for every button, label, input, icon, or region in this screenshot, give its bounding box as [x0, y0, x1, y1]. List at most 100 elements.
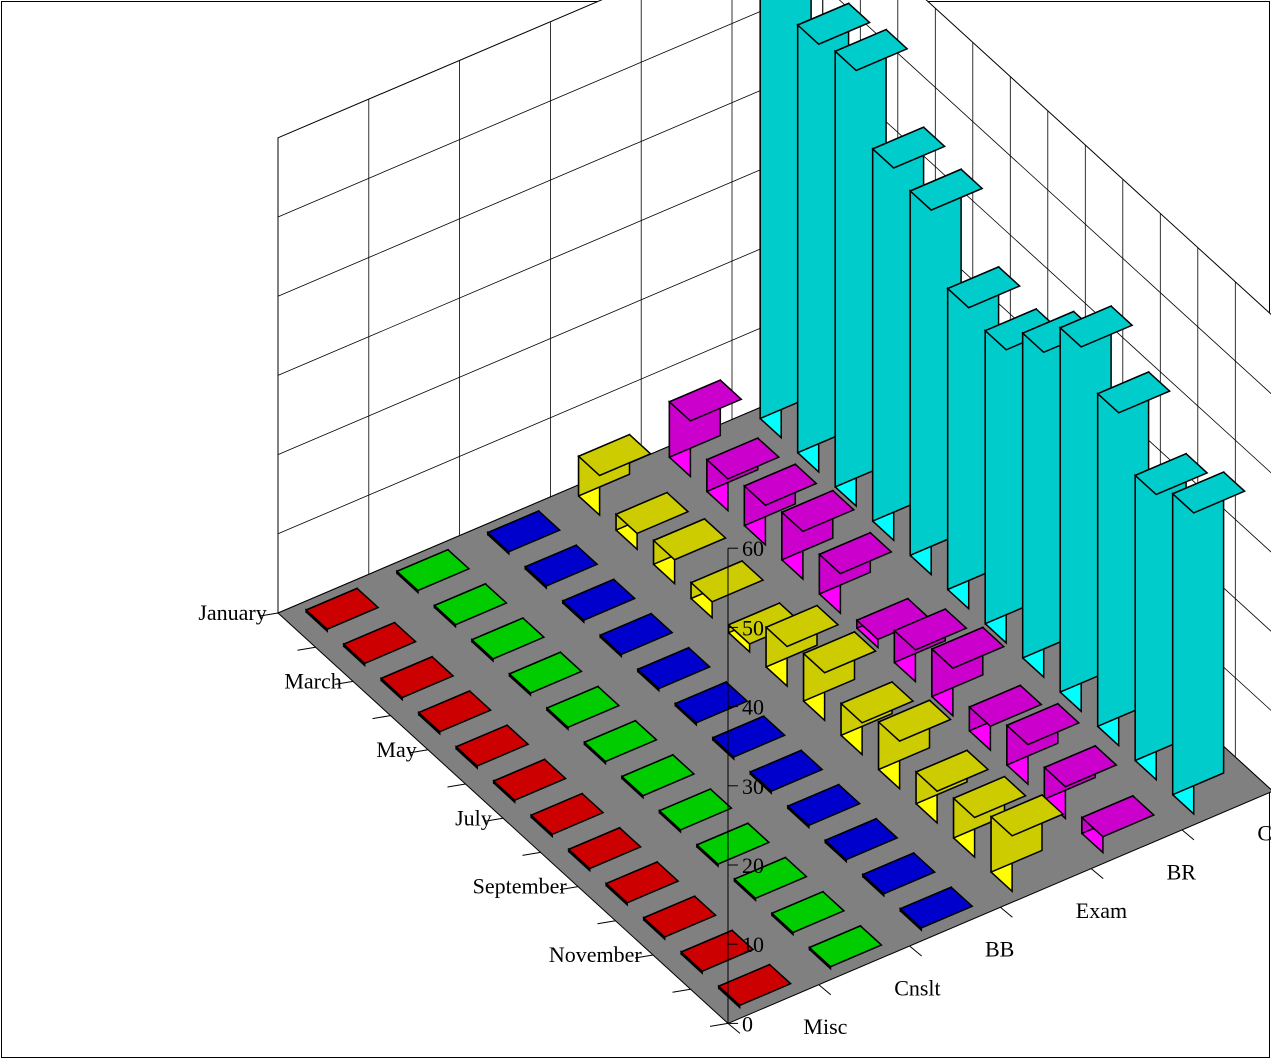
bar-top-face: [577, 433, 652, 477]
bar-top-face: [652, 518, 727, 561]
bar-top-face: [689, 560, 765, 603]
bar-top-face: [717, 963, 792, 1007]
bar-side-face: [1171, 470, 1225, 796]
series-tick: [727, 1023, 741, 1034]
bar-top-face: [748, 749, 824, 793]
bar-bb-march: [561, 578, 637, 624]
bar-top-face: [614, 491, 690, 535]
bar-bb-november: [861, 851, 937, 898]
bar-cnslt-december: [808, 924, 883, 971]
bar-top-face: [1096, 371, 1171, 414]
bar-bb-august: [748, 749, 824, 795]
bar-top-face: [395, 548, 471, 592]
bar-br-october: [1005, 702, 1081, 786]
month-tick: [597, 920, 616, 925]
bar-top-face: [908, 168, 984, 211]
bar-top-face: [642, 895, 717, 938]
bar-top-face: [636, 646, 712, 690]
bar-misc-april: [417, 689, 492, 736]
month-tick: [709, 1022, 729, 1027]
bar-br-july: [893, 607, 968, 684]
bar-top-face: [764, 604, 840, 648]
bar-top-face: [893, 608, 968, 651]
bar-br-march: [743, 463, 818, 547]
z-tick-label: 60: [742, 536, 764, 561]
bar-cw-december: [1171, 470, 1246, 816]
bar-br-august: [930, 626, 1006, 718]
series-label: Cnslt: [894, 975, 940, 1000]
z-tick-label: 0: [742, 1011, 753, 1036]
series-label: BR: [1167, 859, 1197, 884]
bar-exam-april: [689, 559, 765, 620]
bar-top-face: [818, 531, 893, 575]
bar-top-face: [567, 826, 642, 870]
bar-top-face: [1005, 702, 1081, 746]
bar-top-face: [529, 792, 605, 836]
bar-br-january: [668, 378, 743, 479]
bar-top-face: [796, 2, 871, 46]
bar-top-face: [342, 621, 417, 665]
bar-br-april: [780, 489, 856, 581]
bar-top-face: [545, 685, 621, 729]
bar-bb-september: [786, 783, 862, 830]
bar-top-face: [561, 578, 637, 622]
bar-top-face: [470, 617, 546, 660]
bar-cnslt-september: [695, 822, 771, 868]
bar-br-december: [1080, 794, 1156, 855]
month-tick: [259, 612, 279, 617]
bar-cnslt-august: [658, 787, 733, 834]
series-tick: [1090, 868, 1104, 879]
bar-top-face: [1058, 305, 1134, 348]
bar-misc-february: [342, 621, 417, 668]
bar-cnslt-november: [770, 890, 846, 937]
bar-top-face: [454, 724, 530, 767]
bar-top-face: [705, 437, 781, 480]
bar-top-face: [877, 699, 952, 742]
month-tick-label: March: [284, 669, 341, 694]
bar-top-face: [898, 886, 974, 929]
bar-bb-april: [598, 612, 674, 659]
month-tick: [484, 817, 504, 822]
bar-cnslt-may: [545, 685, 621, 732]
bar-misc-july: [529, 792, 605, 839]
bar-exam-august: [839, 680, 915, 757]
bar-cnslt-june: [583, 719, 658, 766]
z-tick-label: 30: [742, 774, 764, 799]
month-tick-label: July: [455, 805, 492, 830]
bar-bb-june: [673, 680, 749, 727]
bar-top-face: [914, 749, 990, 793]
z-tick-label: 20: [742, 853, 764, 878]
series-tick: [1000, 906, 1013, 918]
bar-top-face: [952, 775, 1027, 819]
bar-misc-october: [642, 895, 717, 941]
bar-top-face: [989, 794, 1065, 837]
bar-br-may: [818, 531, 893, 615]
month-tick: [372, 715, 391, 720]
bar-exam-march: [652, 517, 727, 586]
chart-labels: 0 10 20 30 40 50 60 January March May July Septembe…: [198, 536, 1271, 1039]
bar-top-face: [598, 612, 674, 656]
bar-exam-december: [989, 793, 1065, 894]
month-tick-label: November: [549, 942, 643, 967]
series-label: Misc: [803, 1014, 847, 1039]
bar-misc-may: [454, 724, 530, 770]
bar-bb-february: [523, 544, 599, 590]
month-tick: [634, 954, 654, 959]
bar-top-face: [433, 583, 508, 626]
month-tick: [334, 680, 354, 685]
month-tick-label: January: [198, 600, 266, 625]
month-tick-label: September: [473, 874, 568, 899]
bar-bb-december: [898, 886, 974, 932]
bar-exam-january: [577, 433, 652, 517]
series-tick: [1181, 829, 1195, 841]
bar-top-face: [770, 890, 846, 934]
bar-top-face: [583, 719, 658, 763]
bar-top-face: [620, 754, 696, 797]
series-label: CW: [1257, 821, 1271, 846]
month-tick-label: May: [376, 737, 416, 762]
bar-top-face: [668, 379, 743, 422]
bar-exam-june: [764, 604, 840, 688]
bar-misc-august: [567, 826, 642, 873]
bar-top-face: [1080, 795, 1156, 838]
